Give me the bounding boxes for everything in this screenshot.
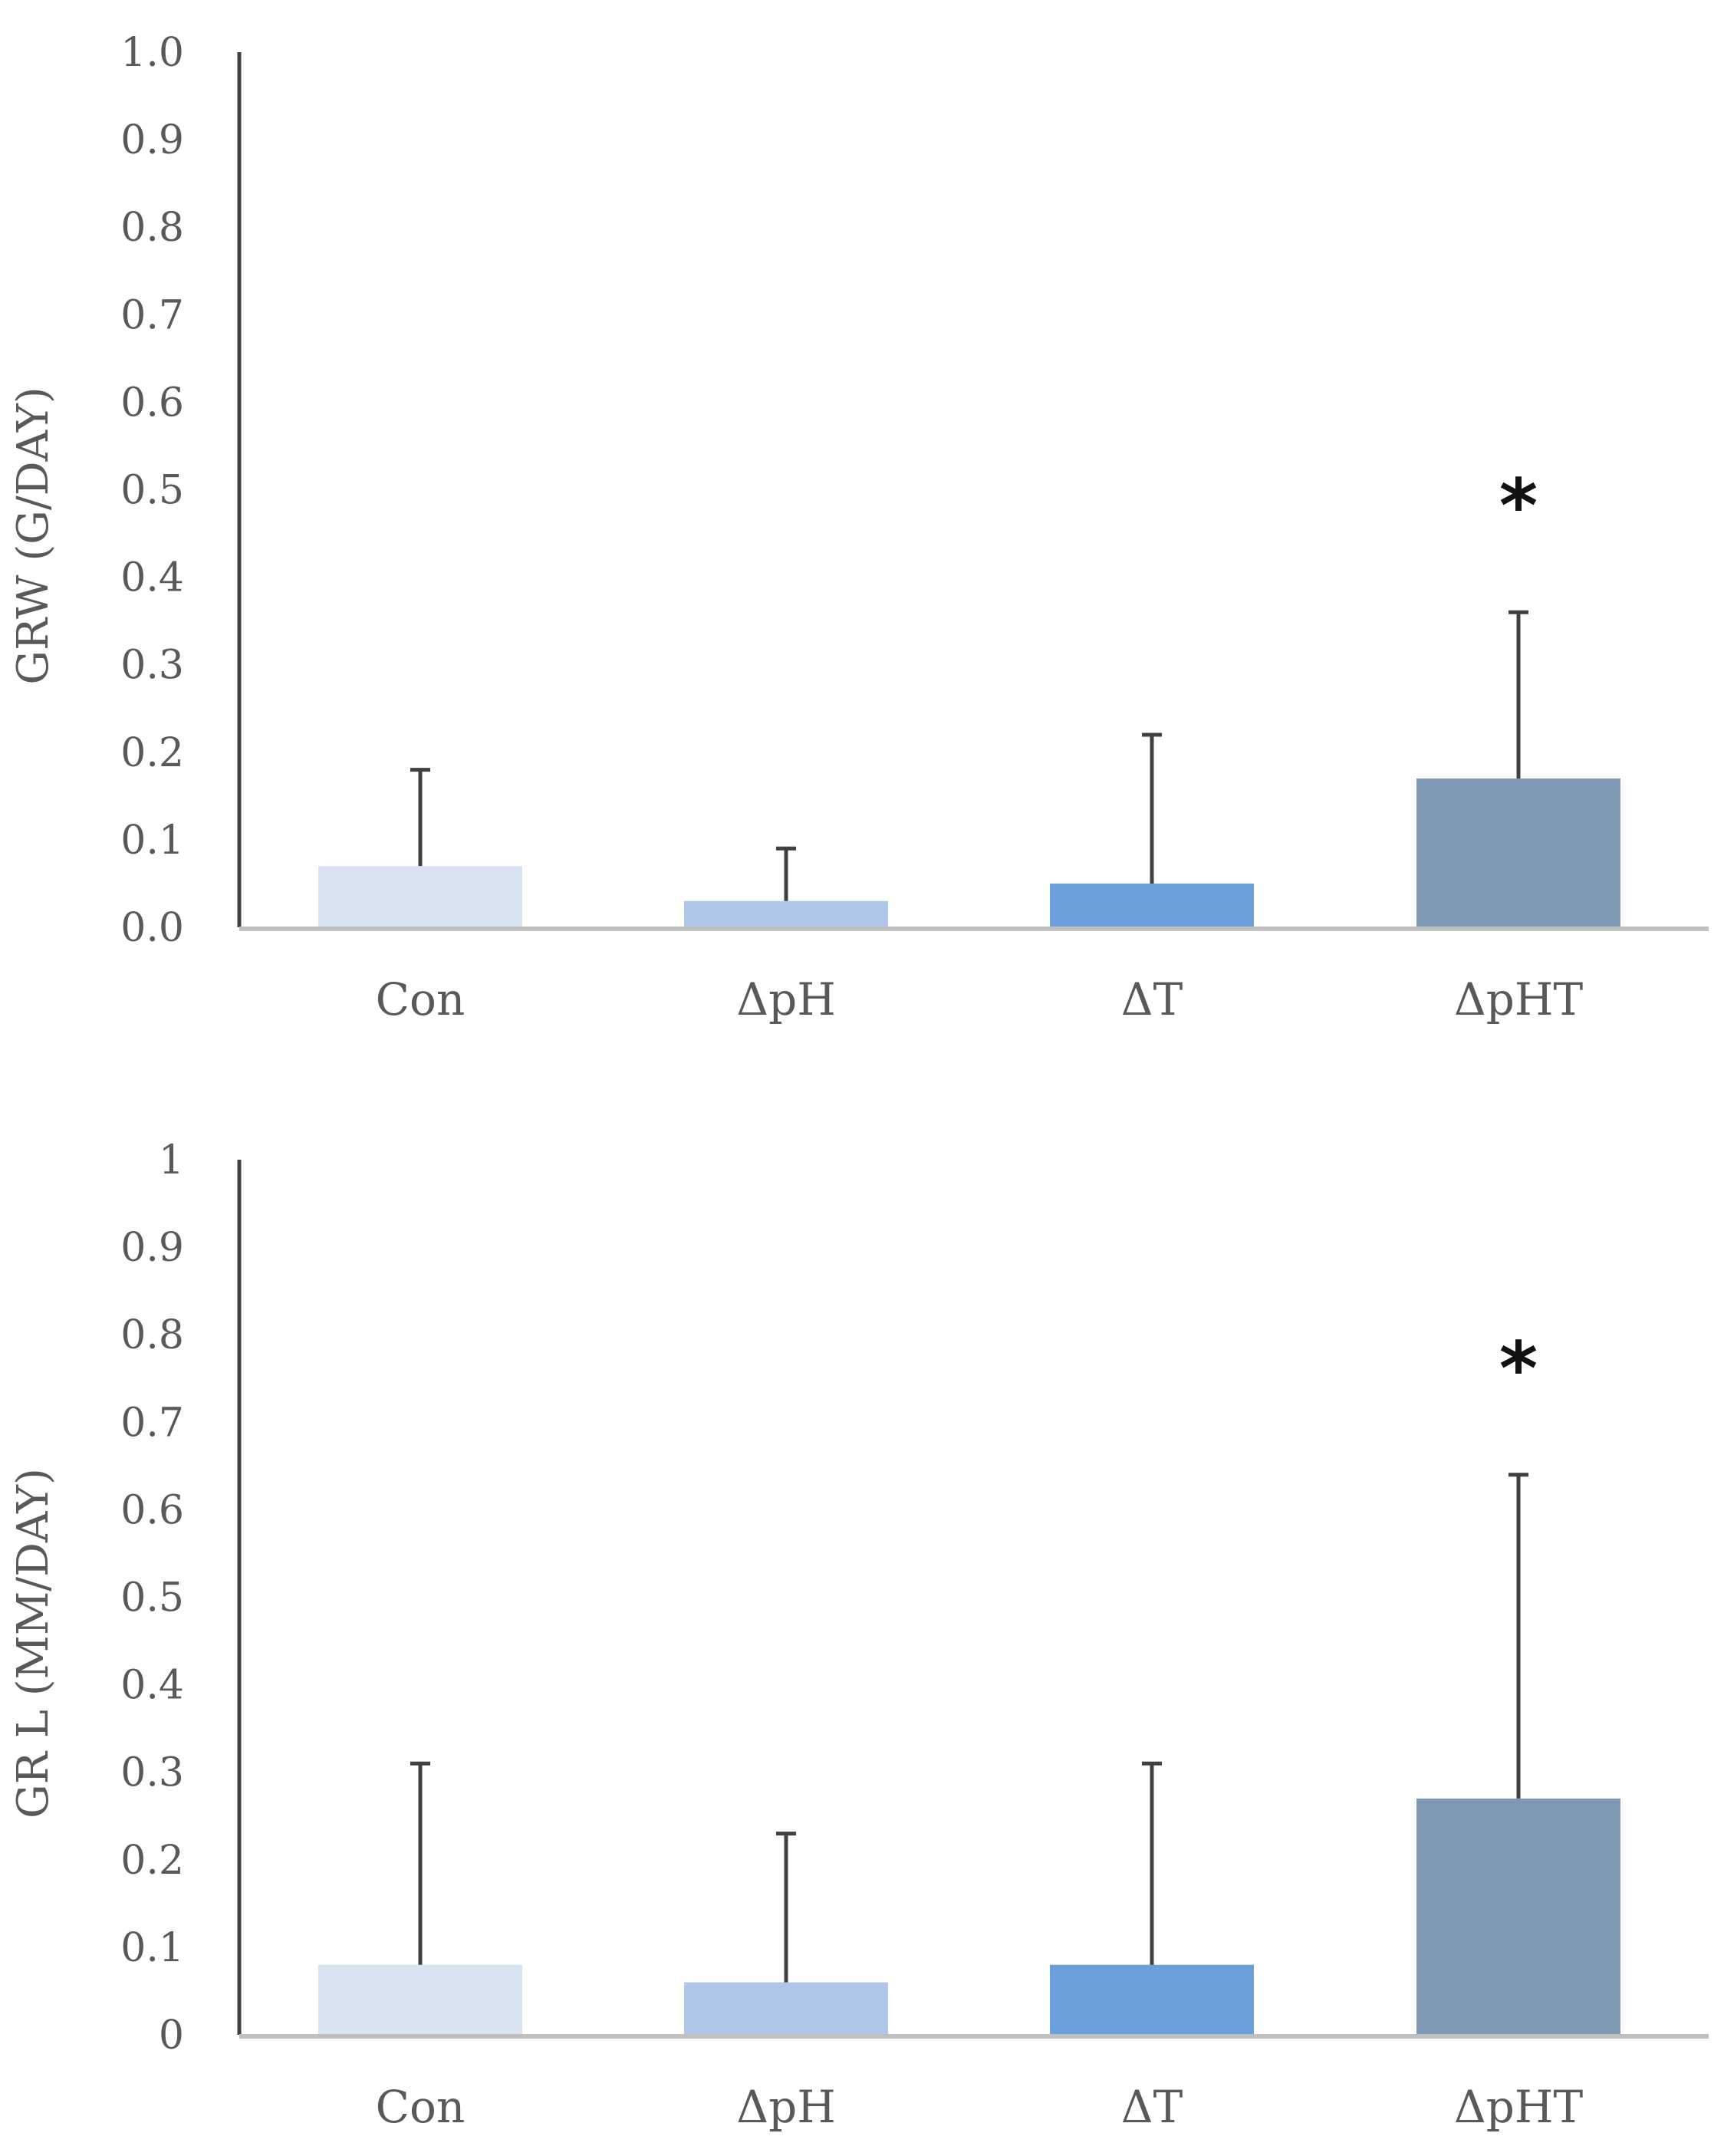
y-tick-label: 0.0 bbox=[120, 905, 184, 951]
y-tick-label: 0.2 bbox=[120, 1838, 184, 1884]
y-tick-label: 0.5 bbox=[120, 468, 184, 514]
y-tick-label: 0.5 bbox=[120, 1575, 184, 1621]
y-tick-label: 0 bbox=[159, 2013, 184, 2059]
grw-bar-chart: 0.0 0.1 0.2 0.3 0.4 0.5 0.6 0.7 0.8 0.9 1.0 GRW (G/… bbox=[8, 30, 1709, 1025]
category-label-0: Con bbox=[376, 973, 466, 1025]
y-tick-label: 0.4 bbox=[120, 1663, 184, 1709]
bar-2 bbox=[1050, 1964, 1254, 2035]
significance-mark-3: * bbox=[1499, 1326, 1538, 1412]
y-tick-label: 0.8 bbox=[120, 1312, 184, 1358]
y-tick-label: 0.1 bbox=[120, 1925, 184, 1971]
y-tick-label: 0.9 bbox=[120, 1225, 184, 1271]
y-tick-label: 0.9 bbox=[120, 117, 184, 163]
bar-0 bbox=[318, 866, 522, 927]
bar-2 bbox=[1050, 883, 1254, 927]
category-label-0: Con bbox=[376, 2081, 466, 2133]
y-tick-label: 0.7 bbox=[120, 1400, 184, 1446]
y-tick-label: 0.4 bbox=[120, 555, 184, 601]
y-tick-label: 0.2 bbox=[120, 730, 184, 776]
category-label-1: ΔpH bbox=[736, 2081, 836, 2133]
category-label-1: ΔpH bbox=[736, 973, 836, 1025]
bar-1 bbox=[684, 1982, 888, 2035]
category-label-3: ΔpHT bbox=[1454, 973, 1584, 1025]
y-tick-label: 1 bbox=[159, 1137, 184, 1183]
category-label-2: ΔT bbox=[1121, 2081, 1183, 2133]
category-label-2: ΔT bbox=[1121, 973, 1183, 1025]
y-tick-label: 0.1 bbox=[120, 818, 184, 864]
y-axis-title: GRW (G/DAY) bbox=[8, 387, 58, 684]
y-tick-label: 0.6 bbox=[120, 1487, 184, 1533]
y-tick-label: 0.7 bbox=[120, 292, 184, 338]
bar-3 bbox=[1416, 778, 1620, 927]
significance-mark-3: * bbox=[1499, 463, 1538, 549]
bar-0 bbox=[318, 1964, 522, 2035]
y-tick-label: 0.3 bbox=[120, 1750, 184, 1796]
category-label-3: ΔpHT bbox=[1454, 2081, 1584, 2133]
bar-3 bbox=[1416, 1798, 1620, 2035]
y-tick-label: 1.0 bbox=[120, 30, 184, 76]
y-tick-label: 0.8 bbox=[120, 205, 184, 251]
y-axis-title: GR L (MM/DAY) bbox=[8, 1468, 58, 1819]
y-tick-label: 0.6 bbox=[120, 380, 184, 426]
bar-1 bbox=[684, 900, 888, 927]
grl-bar-chart: 0 0.1 0.2 0.3 0.4 0.5 0.6 0.7 0.8 0.9 1 GR L (MM/DA… bbox=[8, 1137, 1709, 2133]
y-tick-label: 0.3 bbox=[120, 643, 184, 689]
